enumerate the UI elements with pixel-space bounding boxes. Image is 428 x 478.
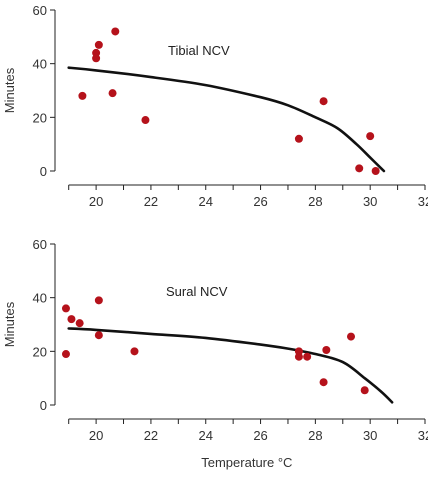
tibial-data-point [92,54,101,63]
tibial-title: Tibial NCV [168,43,230,58]
sural-x-tick-label: 22 [144,428,158,443]
sural-data-point [294,352,303,361]
tibial-data-point [94,40,103,49]
sural-x-tick-label: 30 [363,428,377,443]
sural-panel: 0 20 40 60 20 22 24 26 28 30 32 Minutes Sural NCV Tem… [2,237,428,470]
tibial-y-tick-label: 60 [33,3,47,18]
tibial-y-axis-label: Minutes [2,67,17,113]
tibial-data-point [355,164,364,173]
sural-data-point [94,296,103,305]
sural-data-point [322,345,331,354]
tibial-y-tick-label: 0 [40,164,47,179]
tibial-data-point [294,134,303,143]
sural-trend-curve [67,327,394,404]
sural-x-tick-label: 26 [253,428,267,443]
sural-title: Sural NCV [166,284,228,299]
tibial-y-tick-label: 20 [33,110,47,125]
tibial-data-point [366,132,375,141]
sural-data-point [319,378,328,387]
sural-data-point [67,315,76,324]
sural-y-tick-label: 60 [33,237,47,252]
sural-data-point [61,304,70,313]
tibial-data-point [319,97,328,106]
tibial-x-tick-label: 32 [418,194,428,209]
tibial-trend-curve [67,66,386,173]
sural-x-tick-label: 28 [308,428,322,443]
sural-x-tick-label: 32 [418,428,428,443]
tibial-x-tick-label: 24 [199,194,213,209]
tibial-x-tick-label: 22 [144,194,158,209]
sural-data-point [347,332,355,341]
tibial-data-point [371,167,380,175]
tibial-data-point [78,91,87,100]
sural-data-point [360,386,369,395]
sural-data-point [130,347,139,356]
sural-data-point [75,319,84,328]
tibial-data-point [111,27,120,36]
sural-data-point [61,350,70,359]
tibial-x-tick-label: 26 [253,194,267,209]
tibial-x-tick-label: 20 [89,194,103,209]
tibial-panel: 0 20 40 60 20 22 24 26 28 30 32 Minutes Tibial NCV [2,3,428,209]
sural-y-tick-label: 20 [33,344,47,359]
sural-y-tick-label: 40 [33,291,47,306]
sural-data-point [94,331,103,340]
sural-data-point [303,352,312,361]
tibial-y-tick-label: 40 [33,57,47,72]
sural-x-tick-label: 20 [89,428,103,443]
sural-y-axis-label: Minutes [2,301,17,347]
tibial-data-point [108,89,117,98]
tibial-data-point [141,116,150,125]
tibial-x-tick-label: 28 [308,194,322,209]
sural-x-tick-label: 24 [199,428,213,443]
sural-y-tick-label: 0 [40,398,47,413]
sural-x-axis-label: Temperature °C [201,455,292,470]
tibial-x-tick-label: 30 [363,194,377,209]
